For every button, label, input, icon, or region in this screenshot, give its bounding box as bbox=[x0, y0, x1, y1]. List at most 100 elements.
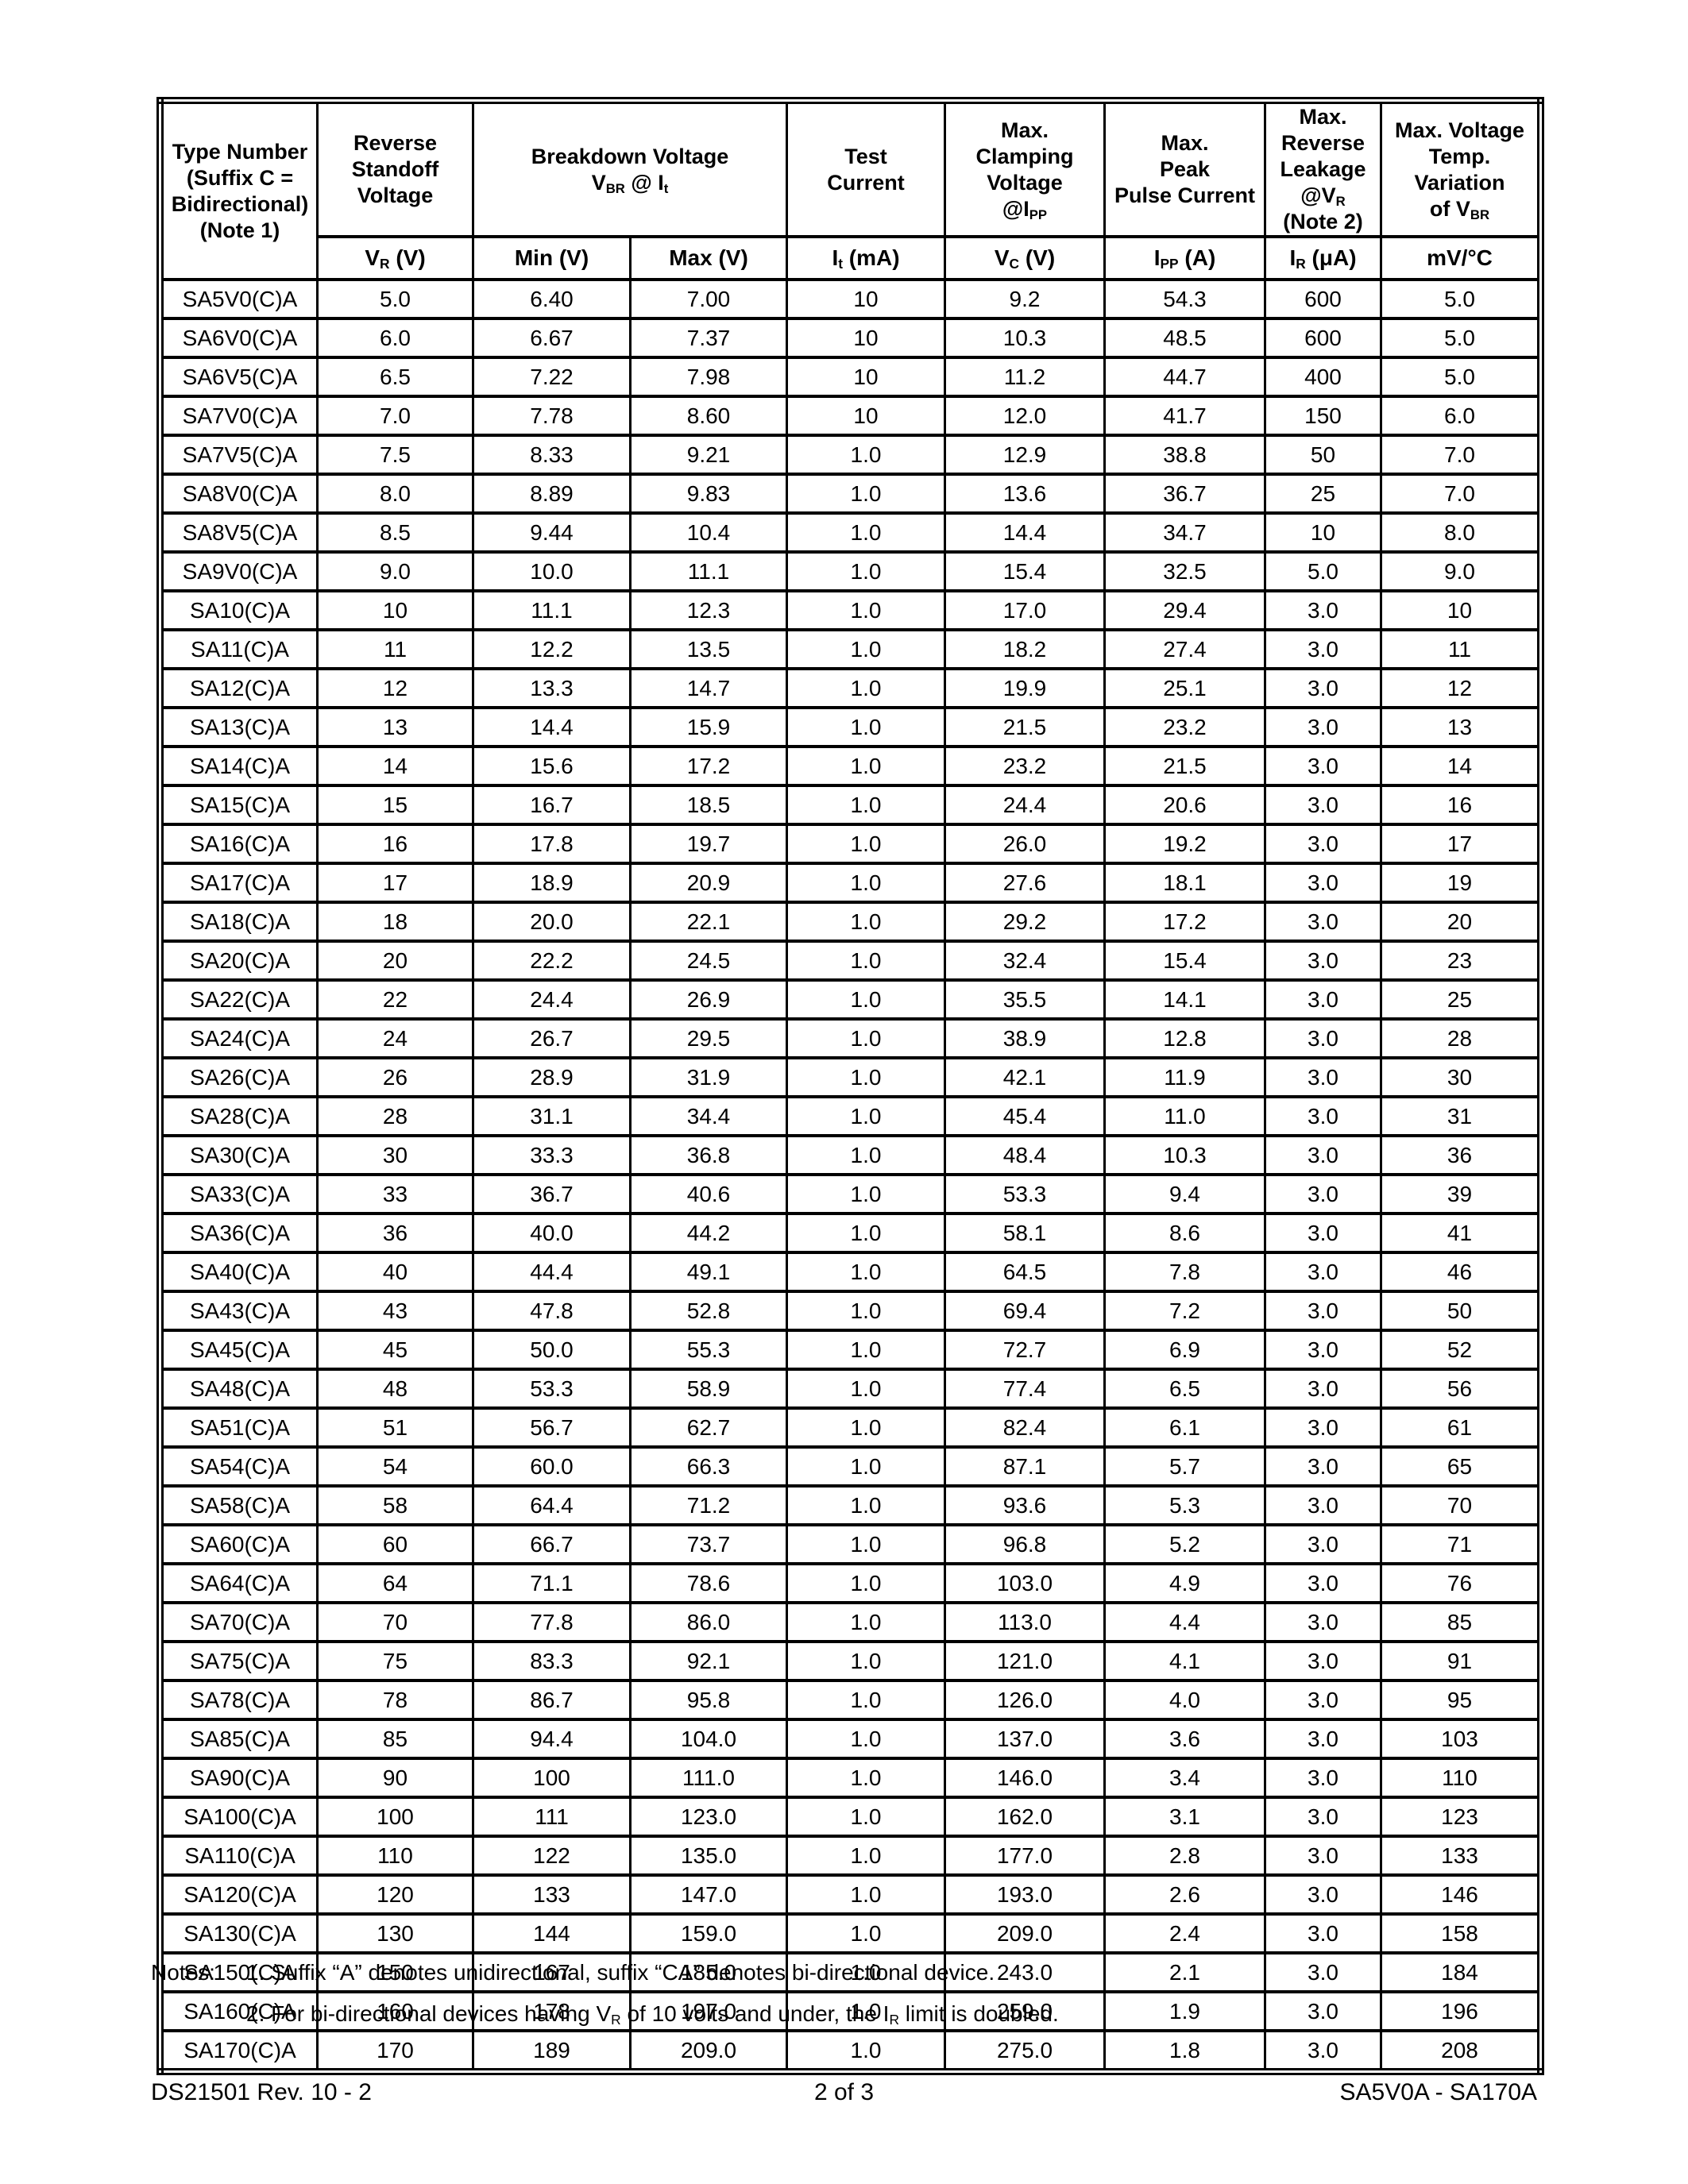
cell-ir: 3.0 bbox=[1264, 1562, 1382, 1604]
cell-vr: 15 bbox=[316, 784, 474, 826]
cell-vc: 103.0 bbox=[944, 1562, 1106, 1604]
cell-ir: 3.0 bbox=[1264, 1990, 1382, 2032]
cell-mv: 46 bbox=[1380, 1251, 1542, 1293]
cell-min: 13.3 bbox=[472, 667, 632, 709]
cell-ir: 3.0 bbox=[1264, 1679, 1382, 1721]
cell-ipp: 6.5 bbox=[1103, 1368, 1266, 1410]
cell-type: SA120(C)A bbox=[159, 1873, 319, 1916]
cell-ipp: 11.0 bbox=[1103, 1095, 1266, 1137]
cell-it: 1.0 bbox=[786, 1757, 946, 1799]
cell-max: 34.4 bbox=[629, 1095, 788, 1137]
cell-min: 6.40 bbox=[472, 278, 632, 320]
header-row-units: VR (V) Min (V) Max (V) It (mA) VC (V) IP… bbox=[160, 235, 1542, 281]
cell-vr: 60 bbox=[316, 1523, 474, 1565]
cell-min: 8.89 bbox=[472, 473, 632, 515]
cell-it: 1.0 bbox=[786, 1173, 946, 1215]
cell-vr: 45 bbox=[316, 1329, 474, 1371]
cell-it: 1.0 bbox=[786, 1329, 946, 1371]
cell-it: 1.0 bbox=[786, 784, 946, 826]
cell-max: 7.37 bbox=[629, 317, 788, 359]
cell-mv: 14 bbox=[1380, 745, 1542, 787]
cell-ipp: 41.7 bbox=[1103, 395, 1266, 437]
cell-max: 66.3 bbox=[629, 1445, 788, 1488]
cell-ir: 3.0 bbox=[1264, 823, 1382, 865]
table-row: SA16(C)A 16 17.8 19.7 1.0 26.0 19.2 3.0 17 bbox=[159, 823, 1542, 865]
cell-ipp: 3.6 bbox=[1103, 1718, 1266, 1760]
cell-ir: 400 bbox=[1264, 356, 1382, 398]
cell-it: 1.0 bbox=[786, 511, 946, 554]
cell-ir: 5.0 bbox=[1264, 550, 1382, 592]
cell-ipp: 19.2 bbox=[1103, 823, 1266, 865]
cell-vc: 96.8 bbox=[944, 1523, 1106, 1565]
cell-it: 1.0 bbox=[786, 1017, 946, 1059]
cell-type: SA20(C)A bbox=[159, 940, 319, 982]
cell-type: SA85(C)A bbox=[159, 1718, 319, 1760]
cell-type: SA75(C)A bbox=[159, 1640, 319, 1682]
cell-max: 86.0 bbox=[629, 1601, 788, 1643]
cell-it: 10 bbox=[786, 317, 946, 359]
cell-mv: 76 bbox=[1380, 1562, 1542, 1604]
cell-mv: 28 bbox=[1380, 1017, 1542, 1059]
cell-max: 20.9 bbox=[629, 862, 788, 904]
cell-vc: 13.6 bbox=[944, 473, 1106, 515]
cell-min: 56.7 bbox=[472, 1406, 632, 1449]
table-row: SA85(C)A 85 94.4 104.0 1.0 137.0 3.6 3.0 103 bbox=[159, 1718, 1542, 1760]
cell-max: 19.7 bbox=[629, 823, 788, 865]
cell-it: 1.0 bbox=[786, 1056, 946, 1098]
cell-mv: 91 bbox=[1380, 1640, 1542, 1682]
cell-max: 185.0 bbox=[629, 1951, 788, 1993]
cell-it: 1.0 bbox=[786, 1212, 946, 1254]
header-max-reverse-leakage: Max. Reverse Leakage @VR (Note 2) bbox=[1264, 98, 1382, 238]
cell-mv: 7.0 bbox=[1380, 473, 1542, 515]
cell-min: 53.3 bbox=[472, 1368, 632, 1410]
cell-vr: 6.0 bbox=[316, 317, 474, 359]
table-row: SA48(C)A 48 53.3 58.9 1.0 77.4 6.5 3.0 56 bbox=[159, 1368, 1542, 1410]
cell-ir: 3.0 bbox=[1264, 667, 1382, 709]
table-row: SA18(C)A 18 20.0 22.1 1.0 29.2 17.2 3.0 20 bbox=[159, 901, 1542, 943]
cell-min: 16.7 bbox=[472, 784, 632, 826]
cell-ir: 150 bbox=[1264, 395, 1382, 437]
cell-mv: 5.0 bbox=[1380, 356, 1542, 398]
cell-it: 1.0 bbox=[786, 550, 946, 592]
cell-vc: 126.0 bbox=[944, 1679, 1106, 1721]
cell-mv: 9.0 bbox=[1380, 550, 1542, 592]
cell-max: 17.2 bbox=[629, 745, 788, 787]
cell-vr: 7.0 bbox=[316, 395, 474, 437]
table-row: SA7V0(C)A 7.0 7.78 8.60 10 12.0 41.7 150 6.0 bbox=[159, 395, 1542, 437]
header-max-peak-pulse-current: Max. Peak Pulse Current bbox=[1103, 98, 1266, 238]
table-row: SA170(C)A 170 189 209.0 1.0 275.0 1.8 3.0 208 bbox=[159, 2029, 1542, 2074]
table-row: SA30(C)A 30 33.3 36.8 1.0 48.4 10.3 3.0 36 bbox=[159, 1134, 1542, 1176]
cell-type: SA15(C)A bbox=[159, 784, 319, 826]
cell-vc: 64.5 bbox=[944, 1251, 1106, 1293]
cell-min: 36.7 bbox=[472, 1173, 632, 1215]
cell-it: 1.0 bbox=[786, 1640, 946, 1682]
subheader-vc: VC (V) bbox=[944, 235, 1106, 281]
cell-ipp: 18.1 bbox=[1103, 862, 1266, 904]
cell-it: 1.0 bbox=[786, 1873, 946, 1916]
cell-vc: 15.4 bbox=[944, 550, 1106, 592]
cell-ir: 3.0 bbox=[1264, 1134, 1382, 1176]
subheader-ipp: IPP (A) bbox=[1103, 235, 1266, 281]
table-row: SA24(C)A 24 26.7 29.5 1.0 38.9 12.8 3.0 28 bbox=[159, 1017, 1542, 1059]
cell-it: 1.0 bbox=[786, 862, 946, 904]
cell-vr: 120 bbox=[316, 1873, 474, 1916]
cell-ipp: 29.4 bbox=[1103, 589, 1266, 631]
cell-type: SA5V0(C)A bbox=[159, 278, 319, 320]
cell-vc: 137.0 bbox=[944, 1718, 1106, 1760]
footer-doc-id: DS21501 Rev. 10 - 2 bbox=[151, 2079, 372, 2105]
cell-mv: 39 bbox=[1380, 1173, 1542, 1215]
cell-ipp: 2.4 bbox=[1103, 1912, 1266, 1954]
cell-min: 33.3 bbox=[472, 1134, 632, 1176]
table-row: SA28(C)A 28 31.1 34.4 1.0 45.4 11.0 3.0 31 bbox=[159, 1095, 1542, 1137]
cell-ipp: 12.8 bbox=[1103, 1017, 1266, 1059]
spec-table-body: SA5V0(C)A 5.0 6.40 7.00 10 9.2 54.3 600 5.0 SA6V0… bbox=[159, 278, 1542, 2074]
cell-max: 24.5 bbox=[629, 940, 788, 982]
cell-min: 14.4 bbox=[472, 706, 632, 748]
cell-vc: 38.9 bbox=[944, 1017, 1106, 1059]
cell-min: 7.78 bbox=[472, 395, 632, 437]
cell-type: SA78(C)A bbox=[159, 1679, 319, 1721]
cell-max: 58.9 bbox=[629, 1368, 788, 1410]
cell-ir: 3.0 bbox=[1264, 1796, 1382, 1838]
cell-vr: 6.5 bbox=[316, 356, 474, 398]
cell-mv: 23 bbox=[1380, 940, 1542, 982]
